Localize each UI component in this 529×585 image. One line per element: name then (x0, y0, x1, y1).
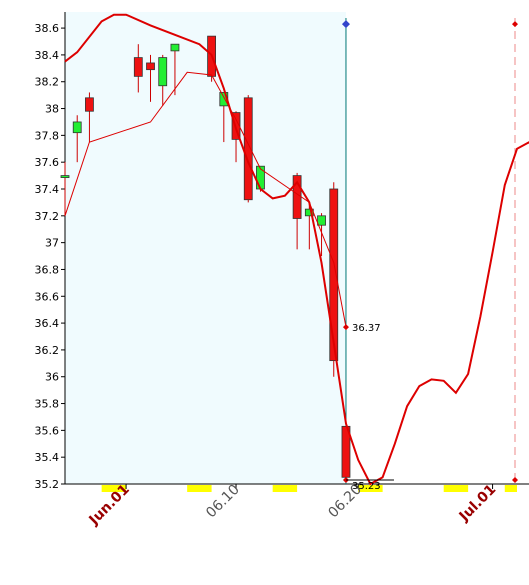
y-axis: 38.6 38.4 38.2 38 37.8 37.6 37.4 37.2 37 36.8 36.6… (35, 12, 66, 491)
y-tick-label: 37.6 (35, 156, 60, 169)
candle-body (317, 215, 326, 226)
y-tick-label: 36.2 (35, 344, 60, 357)
y-tick-label: 38 (45, 103, 59, 116)
y-tick-label: 37 (45, 237, 59, 250)
y-tick-label: 36.4 (35, 317, 60, 330)
weekend-band (504, 485, 517, 492)
candle-body (146, 62, 155, 71)
weekend-band (101, 485, 127, 492)
series-line (64, 13, 529, 486)
candle-body (256, 165, 265, 190)
history-shade (65, 12, 346, 484)
weekend-band (443, 485, 469, 492)
candle-body (170, 43, 180, 52)
y-tick-label: 38.2 (35, 76, 60, 89)
weekend-bands (101, 485, 517, 492)
candle-body (72, 121, 82, 134)
candle-body (158, 57, 168, 87)
y-tick-label: 36 (45, 371, 59, 384)
y-tick-label: 37.4 (35, 183, 60, 196)
weekend-band (187, 485, 212, 492)
y-tick-label: 36.6 (35, 290, 60, 303)
y-tick-label: 38.6 (35, 22, 60, 35)
y-tick-label: 35.2 (35, 478, 60, 491)
series-line (64, 71, 347, 328)
markers: 36.37 35.23 (341, 20, 518, 492)
vertical-lines (345, 18, 516, 484)
candle-body (85, 97, 94, 112)
marker-point (342, 324, 349, 331)
series-lines (64, 13, 529, 486)
weekend-band (358, 485, 383, 492)
y-tick-label: 36.8 (35, 263, 60, 276)
marker-label: 36.37 (352, 323, 381, 334)
y-tick-label: 38.4 (35, 49, 60, 62)
candle-body (60, 175, 70, 178)
marker-label: 35.23 (352, 481, 381, 492)
candle-body (133, 57, 143, 77)
marker-point (341, 20, 350, 29)
y-tick-label: 35.6 (35, 424, 60, 437)
weekend-band (272, 485, 298, 492)
marker-point (512, 21, 518, 28)
marker-point (512, 476, 518, 483)
y-tick-label: 37.2 (35, 210, 60, 223)
y-tick-label: 35.4 (35, 451, 60, 464)
candle-body (329, 188, 339, 362)
y-tick-label: 35.8 (35, 398, 60, 411)
y-tick-label: 37.8 (35, 129, 60, 142)
